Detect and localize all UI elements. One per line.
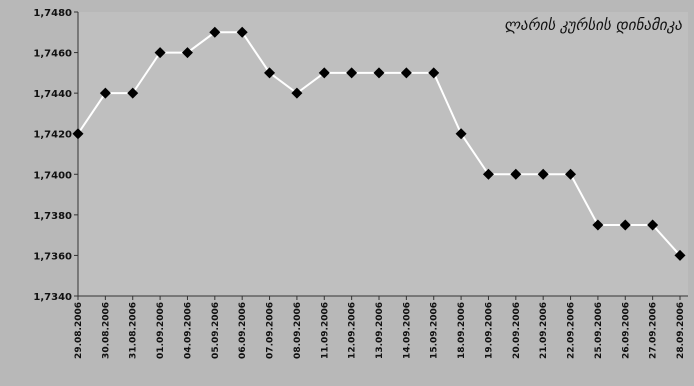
plot-area: [78, 12, 688, 296]
data-point: [428, 67, 440, 79]
x-tick-label: 12.09.2006: [348, 302, 358, 359]
x-tick-label: 31.08.2006: [129, 302, 139, 359]
data-point: [154, 47, 166, 59]
data-point: [455, 128, 467, 140]
x-tick-label: 28.09.2006: [676, 302, 686, 359]
x-tick-label: 20.09.2006: [512, 302, 522, 359]
y-tick-label: 1,7440: [33, 89, 72, 100]
data-point: [209, 26, 221, 38]
y-tick-label: 1,7360: [33, 251, 72, 262]
data-point: [99, 87, 111, 99]
x-tick-label: 07.09.2006: [266, 302, 276, 359]
x-tick-label: 01.09.2006: [156, 302, 166, 359]
x-tick-label: 26.09.2006: [621, 302, 631, 359]
x-tick-label: 18.09.2006: [457, 302, 467, 359]
x-tick-label: 27.09.2006: [649, 302, 659, 359]
y-axis-ticks: 1,7480 1,7460 1,7440 1,7420 1,7400 1,7380 1,73…: [33, 8, 78, 303]
chart-title: ლარის კურსის დინამიკა: [504, 16, 682, 34]
x-tick-label: 25.09.2006: [594, 302, 604, 359]
x-tick-label: 15.09.2006: [430, 302, 440, 359]
y-tick-label: 1,7340: [33, 292, 72, 303]
data-point: [510, 168, 522, 180]
x-tick-label: 05.09.2006: [211, 302, 221, 359]
data-point: [565, 168, 577, 180]
data-point: [400, 67, 412, 79]
y-tick-label: 1,7480: [33, 8, 72, 19]
data-point: [291, 87, 303, 99]
x-tick-label: 04.09.2006: [183, 302, 193, 359]
data-point: [592, 219, 604, 231]
axes: [77, 12, 688, 297]
x-tick-label: 30.08.2006: [101, 302, 111, 359]
y-tick-label: 1,7380: [33, 211, 72, 222]
data-point: [619, 219, 631, 231]
x-tick-label: 13.09.2006: [375, 302, 385, 359]
data-point: [264, 67, 276, 79]
x-axis-ticks: 29.08.2006 30.08.2006 31.08.2006 01.09.2006…: [74, 296, 686, 359]
data-point: [181, 47, 193, 59]
x-tick-label: 08.09.2006: [293, 302, 303, 359]
x-tick-label: 22.09.2006: [567, 302, 577, 359]
x-tick-label: 14.09.2006: [402, 302, 412, 359]
y-tick-label: 1,7400: [33, 170, 72, 181]
x-tick-label: 21.09.2006: [539, 302, 549, 359]
data-markers: [72, 26, 686, 261]
data-point: [236, 26, 248, 38]
y-tick-label: 1,7460: [33, 49, 72, 60]
x-tick-label: 11.09.2006: [320, 302, 330, 359]
data-point: [373, 67, 385, 79]
data-point: [318, 67, 330, 79]
data-point: [346, 67, 358, 79]
data-point: [537, 168, 549, 180]
data-point: [482, 168, 494, 180]
data-point: [72, 128, 84, 140]
x-tick-label: 19.09.2006: [484, 302, 494, 359]
data-point: [674, 249, 686, 261]
data-point: [127, 87, 139, 99]
x-tick-label: 06.09.2006: [238, 302, 248, 359]
x-tick-label: 29.08.2006: [74, 302, 84, 359]
data-point: [647, 219, 659, 231]
y-tick-label: 1,7420: [33, 130, 72, 141]
